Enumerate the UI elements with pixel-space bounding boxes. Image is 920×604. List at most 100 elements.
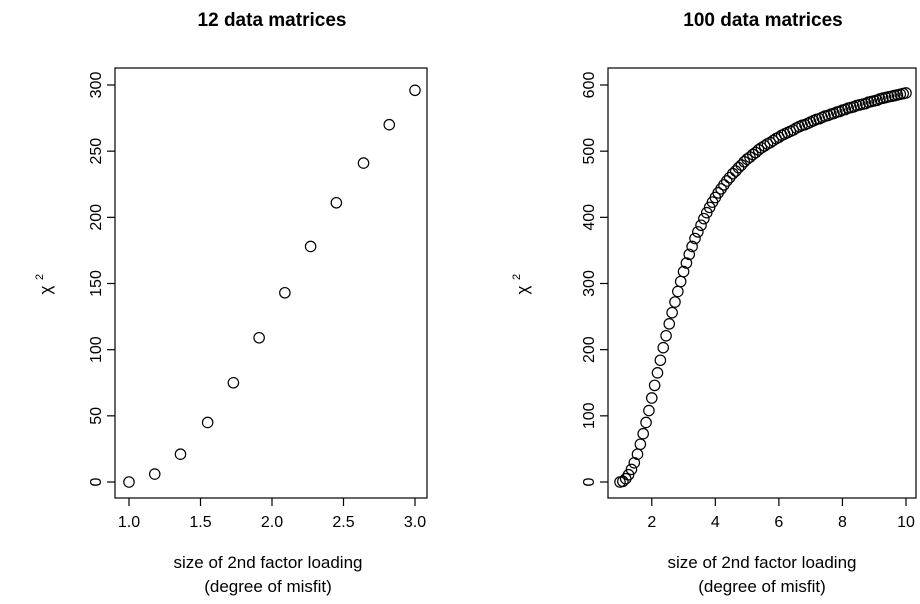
data-point xyxy=(720,175,733,187)
data-point xyxy=(718,179,730,191)
data-point xyxy=(698,212,710,225)
scatter-points xyxy=(123,84,421,488)
x-axis: 1.0 1.5 2.0 2.5 3.0 xyxy=(118,498,426,531)
y-tick-label: 50 xyxy=(88,407,105,425)
y-tick-label: 200 xyxy=(581,336,598,363)
chart-100-matrices: 100 data matrices 2 4 6 8 10 0 100 200 300 400 50… xyxy=(511,10,917,596)
data-point xyxy=(645,392,658,404)
y-tick-label: 300 xyxy=(581,270,598,297)
data-point xyxy=(631,448,644,461)
data-point xyxy=(755,142,768,154)
data-point xyxy=(900,87,912,99)
data-point xyxy=(123,476,135,488)
data-point xyxy=(672,285,684,298)
x-tick-label: 2.5 xyxy=(332,514,354,531)
data-point xyxy=(617,475,629,488)
x-tick-label: 8 xyxy=(838,514,847,531)
x-tick-label: 1.0 xyxy=(118,514,140,531)
y-axis: 0 100 200 300 400 500 600 xyxy=(581,72,608,486)
data-point xyxy=(409,84,421,97)
data-point xyxy=(227,376,240,389)
y-axis-label-text: χ xyxy=(36,285,55,294)
y-tick-label: 150 xyxy=(88,270,105,297)
y-tick-label: 500 xyxy=(581,138,598,165)
data-point xyxy=(758,140,771,152)
data-point xyxy=(148,468,161,480)
x-tick-label: 3.0 xyxy=(404,514,426,531)
data-point xyxy=(660,329,672,342)
data-point xyxy=(279,286,291,299)
data-point xyxy=(669,296,681,308)
data-point xyxy=(654,354,667,367)
data-point xyxy=(666,306,678,319)
data-point xyxy=(640,416,652,429)
data-point xyxy=(253,331,265,344)
data-point xyxy=(764,136,777,149)
data-point xyxy=(767,134,779,147)
data-point xyxy=(643,404,655,417)
x-axis-label-sub: (degree of misfit) xyxy=(204,577,332,596)
scatter-points xyxy=(614,87,912,488)
chart-title: 12 data matrices xyxy=(198,10,347,31)
y-axis-label-text: χ xyxy=(513,285,532,294)
y-tick-label: 200 xyxy=(88,204,105,231)
data-point xyxy=(732,161,745,174)
y-axis-label: χ 2 xyxy=(34,274,55,295)
data-point xyxy=(674,275,687,288)
data-point xyxy=(729,165,742,177)
plot-frame xyxy=(114,67,428,499)
data-point xyxy=(686,240,698,253)
y-axis-label-superscript: 2 xyxy=(34,274,46,280)
data-point xyxy=(712,187,724,199)
plot-frame xyxy=(607,67,917,499)
data-point xyxy=(637,427,649,440)
chart-title: 100 data matrices xyxy=(683,10,843,31)
data-point xyxy=(648,379,661,392)
y-axis: 0 50 100 150 200 250 300 xyxy=(88,72,115,486)
y-tick-label: 600 xyxy=(581,72,598,99)
x-tick-label: 10 xyxy=(897,514,915,531)
x-axis-label: size of 2nd factor loading xyxy=(173,553,362,572)
y-tick-label: 300 xyxy=(88,72,105,99)
data-point xyxy=(663,318,676,330)
chart-12-matrices: 12 data matrices 1.0 1.5 2.0 2.5 3.0 0 50 100 1… xyxy=(34,10,428,596)
data-point xyxy=(619,472,632,485)
data-point xyxy=(201,416,214,429)
data-point xyxy=(634,438,647,451)
x-tick-label: 4 xyxy=(711,514,720,531)
data-point xyxy=(680,257,693,269)
data-point xyxy=(683,248,696,261)
y-axis-label: χ 2 xyxy=(511,274,532,295)
data-point xyxy=(657,341,670,354)
data-point xyxy=(677,265,690,278)
data-point xyxy=(357,157,370,169)
x-tick-label: 2.0 xyxy=(261,514,283,531)
data-point xyxy=(715,183,727,195)
y-tick-label: 250 xyxy=(88,138,105,165)
x-tick-label: 1.5 xyxy=(189,514,211,531)
y-tick-label: 0 xyxy=(88,477,105,486)
x-axis: 2 4 6 8 10 xyxy=(647,498,915,531)
data-point xyxy=(692,226,704,238)
y-tick-label: 100 xyxy=(88,336,105,363)
data-point xyxy=(723,171,736,184)
data-point xyxy=(735,159,748,171)
data-point xyxy=(625,463,638,476)
y-tick-label: 100 xyxy=(581,402,598,429)
data-point xyxy=(695,219,707,232)
x-axis-label-sub: (degree of misfit) xyxy=(698,577,826,596)
y-tick-label: 0 xyxy=(581,477,598,486)
data-point xyxy=(752,144,765,156)
data-point xyxy=(174,448,187,461)
x-axis-label: size of 2nd factor loading xyxy=(667,553,856,572)
data-point xyxy=(330,196,343,209)
data-point xyxy=(651,367,664,379)
data-point xyxy=(383,118,396,131)
data-point xyxy=(304,240,317,253)
y-axis-label-superscript: 2 xyxy=(511,274,523,280)
data-point xyxy=(689,232,701,245)
data-point xyxy=(787,124,799,136)
x-tick-label: 2 xyxy=(647,514,656,531)
x-tick-label: 6 xyxy=(774,514,783,531)
